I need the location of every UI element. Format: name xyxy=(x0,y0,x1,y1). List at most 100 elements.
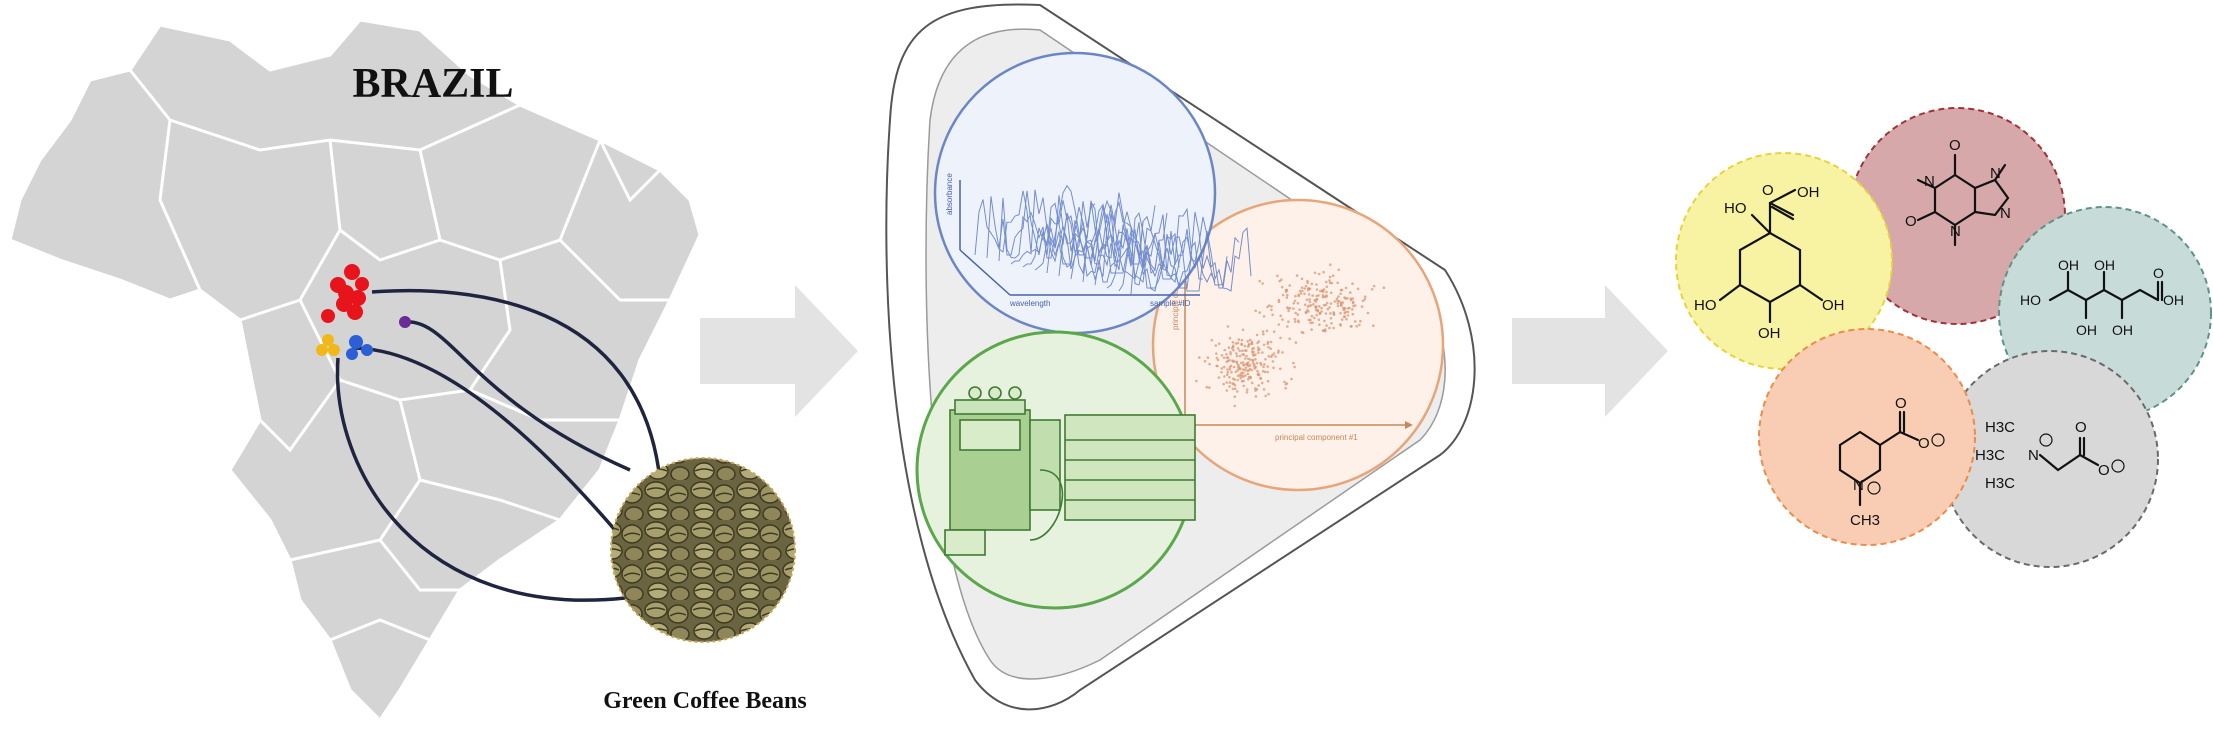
pca-point xyxy=(1314,308,1318,312)
pca-point xyxy=(1288,284,1291,287)
pca-point xyxy=(1328,326,1331,330)
pca-point xyxy=(1217,342,1221,346)
pca-point xyxy=(1315,288,1319,291)
pca-point xyxy=(1337,268,1341,272)
pca-point xyxy=(1284,383,1288,386)
pca-point xyxy=(1310,314,1314,318)
spectrum-curve xyxy=(1058,205,1180,277)
label-o: O xyxy=(1762,182,1774,199)
sample-connectors xyxy=(335,288,662,602)
pca-point xyxy=(1242,379,1245,383)
pca-point xyxy=(1272,330,1276,334)
pca-point xyxy=(1332,311,1335,314)
pca-point xyxy=(1311,294,1314,297)
spectrum-curve xyxy=(1106,211,1228,289)
pca-point xyxy=(1245,388,1249,391)
pca-point xyxy=(1315,298,1318,301)
pca-point xyxy=(1277,298,1281,302)
pca-point xyxy=(1229,351,1232,354)
pca-point xyxy=(1256,346,1260,349)
pca-point xyxy=(1257,351,1260,355)
pca-point xyxy=(1262,388,1266,391)
pca-point xyxy=(1293,320,1297,323)
pca-point xyxy=(1225,381,1228,384)
pca-point xyxy=(1241,353,1244,356)
pca-point xyxy=(1245,354,1248,358)
pca-point xyxy=(1287,320,1290,324)
pca-point xyxy=(1358,323,1361,327)
pca-point xyxy=(1256,373,1260,377)
pca-point xyxy=(1271,313,1274,317)
sample-dot-red xyxy=(350,290,366,306)
sample-dot-blue xyxy=(361,344,373,356)
pca-point xyxy=(1308,298,1311,301)
pca-point xyxy=(1234,342,1238,345)
pca-point xyxy=(1235,354,1239,358)
spectrum-curve xyxy=(998,184,1120,262)
pca-point xyxy=(1339,292,1342,296)
pca-point xyxy=(1205,385,1209,389)
pca-point xyxy=(1243,349,1247,352)
pca-point xyxy=(1329,263,1332,267)
pca-point xyxy=(1222,356,1226,360)
pca-point xyxy=(1284,386,1287,390)
label-oh: OH xyxy=(2058,257,2079,273)
pca-point xyxy=(1329,317,1333,320)
pca-point xyxy=(1326,307,1330,311)
spectrum-curve xyxy=(1022,192,1144,268)
sample-dot-yellow xyxy=(316,344,328,356)
label-oh: OH xyxy=(2094,257,2115,273)
label-oh: OH xyxy=(2112,322,2133,338)
map-title: BRAZIL xyxy=(352,61,513,107)
pca-point xyxy=(1220,371,1223,374)
pca-point xyxy=(1351,312,1355,316)
pca-point xyxy=(1336,281,1339,285)
pca-point xyxy=(1346,297,1349,300)
pca-point xyxy=(1325,324,1328,327)
pca-point xyxy=(1235,352,1238,355)
pca-point xyxy=(1301,289,1304,293)
pca-point xyxy=(1329,312,1332,315)
pca-point xyxy=(1245,391,1249,394)
label-n: N xyxy=(1853,477,1864,494)
pca-point xyxy=(1306,308,1309,312)
pca-point xyxy=(1281,293,1285,297)
pca-point xyxy=(1332,326,1335,330)
pca-point xyxy=(1349,291,1352,294)
label-oh: OH xyxy=(1822,297,1845,314)
spectra-curves xyxy=(974,184,1252,295)
pca-point xyxy=(1250,342,1254,346)
pca-point xyxy=(1339,323,1342,326)
spectrum-curve xyxy=(1034,200,1156,271)
pca-point xyxy=(1335,297,1339,301)
pca-point xyxy=(1274,355,1277,358)
pca-point xyxy=(1260,381,1264,385)
pca-point xyxy=(1225,389,1229,392)
pca-point xyxy=(1299,292,1303,295)
pca-point xyxy=(1226,370,1230,374)
pca-point xyxy=(1238,349,1241,353)
pca-point xyxy=(1271,360,1275,363)
sample-dot-red xyxy=(321,309,335,323)
label-o: O xyxy=(2075,419,2087,436)
pca-point xyxy=(1330,322,1333,325)
sample-dot-purple xyxy=(399,316,411,328)
pca-point xyxy=(1262,315,1266,318)
pca-point xyxy=(1317,305,1321,308)
pca-point xyxy=(1363,295,1367,299)
pca-point xyxy=(1269,347,1272,351)
label-oh: OH xyxy=(2163,292,2184,308)
pca-point xyxy=(1328,275,1332,279)
pca-point xyxy=(1214,344,1218,347)
pca-point xyxy=(1294,341,1298,344)
pca-point xyxy=(1296,313,1300,316)
pca-point xyxy=(1263,370,1267,374)
label-oh: OH xyxy=(1758,325,1781,342)
pca-point xyxy=(1251,347,1254,351)
pca-point xyxy=(1336,299,1339,303)
pca-point xyxy=(1313,316,1316,320)
pca-point xyxy=(1303,287,1306,290)
pca-point xyxy=(1247,364,1250,368)
pca-point xyxy=(1253,367,1257,370)
quinic-acid-circle xyxy=(1675,152,1893,370)
